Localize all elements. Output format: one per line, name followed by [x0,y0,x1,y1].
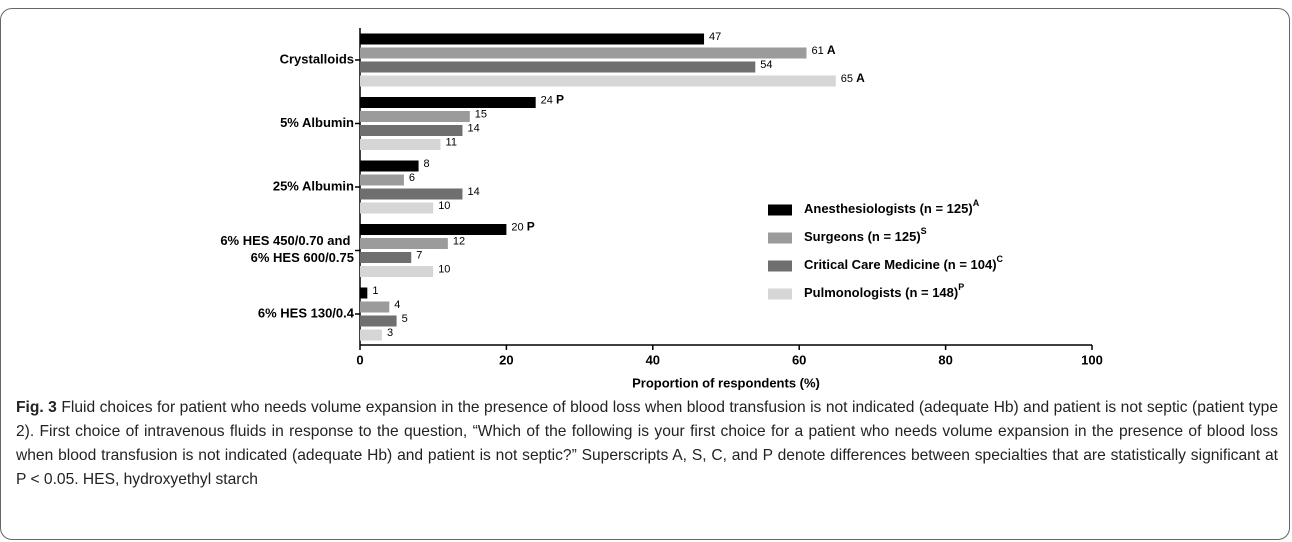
x-tick-label: 80 [938,352,952,367]
bar [360,111,470,122]
value-label: 1 [372,285,378,297]
value-label: 6 [409,172,415,184]
bar [360,266,434,277]
legend-entry: Surgeons (n = 125)S [804,226,927,244]
x-tick-label: 60 [792,352,806,367]
legend-name: Critical Care Medicine (n = 104) [804,257,997,272]
value-label: 14 [467,122,479,134]
bar [360,238,448,249]
value-label: 47 [709,31,721,43]
legend-swatch [768,288,792,300]
bar [360,47,807,59]
bar [360,202,434,214]
value-label: 7 [416,249,422,261]
value-label: 14 [467,186,479,198]
value-label: 10 [438,263,450,275]
y-tick-label: 6% HES 130/0.4 [258,305,355,320]
value-label: 10 [438,200,450,212]
value-label: 61 A [812,43,836,57]
x-tick-label: 100 [1081,352,1103,367]
legend-entry: Critical Care Medicine (n = 104)C [804,254,1004,272]
legend-name: Anesthesiologists (n = 125) [804,201,973,216]
bar [360,301,390,313]
caption-label: Fig. 3 [16,399,57,416]
value-label: 12 [453,235,465,247]
legend-entry: Anesthesiologists (n = 125)A [804,198,980,216]
value-label: 15 [475,108,487,120]
bar [360,75,836,87]
legend-superscript: S [921,226,927,236]
value-label: 5 [402,313,408,325]
legend-superscript: A [973,198,980,208]
bar [360,97,536,108]
bar [360,329,382,341]
bar [360,252,412,263]
legend-name: Pulmonologists (n = 148) [804,285,958,300]
value-label: 4 [394,299,400,311]
bar [360,188,463,200]
caption: Fig. 3 Fluid choices for patient who nee… [16,396,1278,492]
legend-swatch [768,232,792,244]
y-tick-label: 25% Albumin [273,178,354,193]
x-axis-label: Proportion of respondents (%) [632,375,820,390]
bar [360,33,705,45]
bar [360,160,419,172]
bar [360,139,441,150]
y-tick-label: 6% HES 450/0.70 and 6% HES 600/0.75 [220,233,354,265]
bar [360,174,404,186]
bar [360,315,397,327]
value-label: 3 [387,327,393,339]
caption-text: Fluid choices for patient who needs volu… [16,399,1279,488]
legend-superscript: C [997,254,1004,264]
bar [360,287,368,299]
legend-superscript: P [958,282,964,292]
value-label: 20 P [511,220,534,234]
legend-swatch [768,260,792,272]
figure-frame [0,8,1290,540]
legend-entry: Pulmonologists (n = 148)P [804,282,964,300]
bar [360,224,507,235]
legend-swatch [768,204,792,216]
value-label: 65 A [841,71,865,85]
value-label: 8 [424,158,430,170]
bar [360,125,463,136]
legend-name: Surgeons (n = 125) [804,229,921,244]
x-tick-label: 20 [499,352,513,367]
bar [360,61,756,73]
y-tick-label: Crystalloids [280,51,354,66]
x-tick-label: 40 [646,352,660,367]
chart: Proportion of respondents (%) 0 20 40 60 80 1… [220,28,1103,390]
value-label: 54 [760,59,772,71]
y-tick-label: 5% Albumin [280,115,354,130]
x-tick-label: 0 [356,352,363,367]
value-label: 11 [446,136,457,148]
value-label: 24 P [541,93,564,107]
